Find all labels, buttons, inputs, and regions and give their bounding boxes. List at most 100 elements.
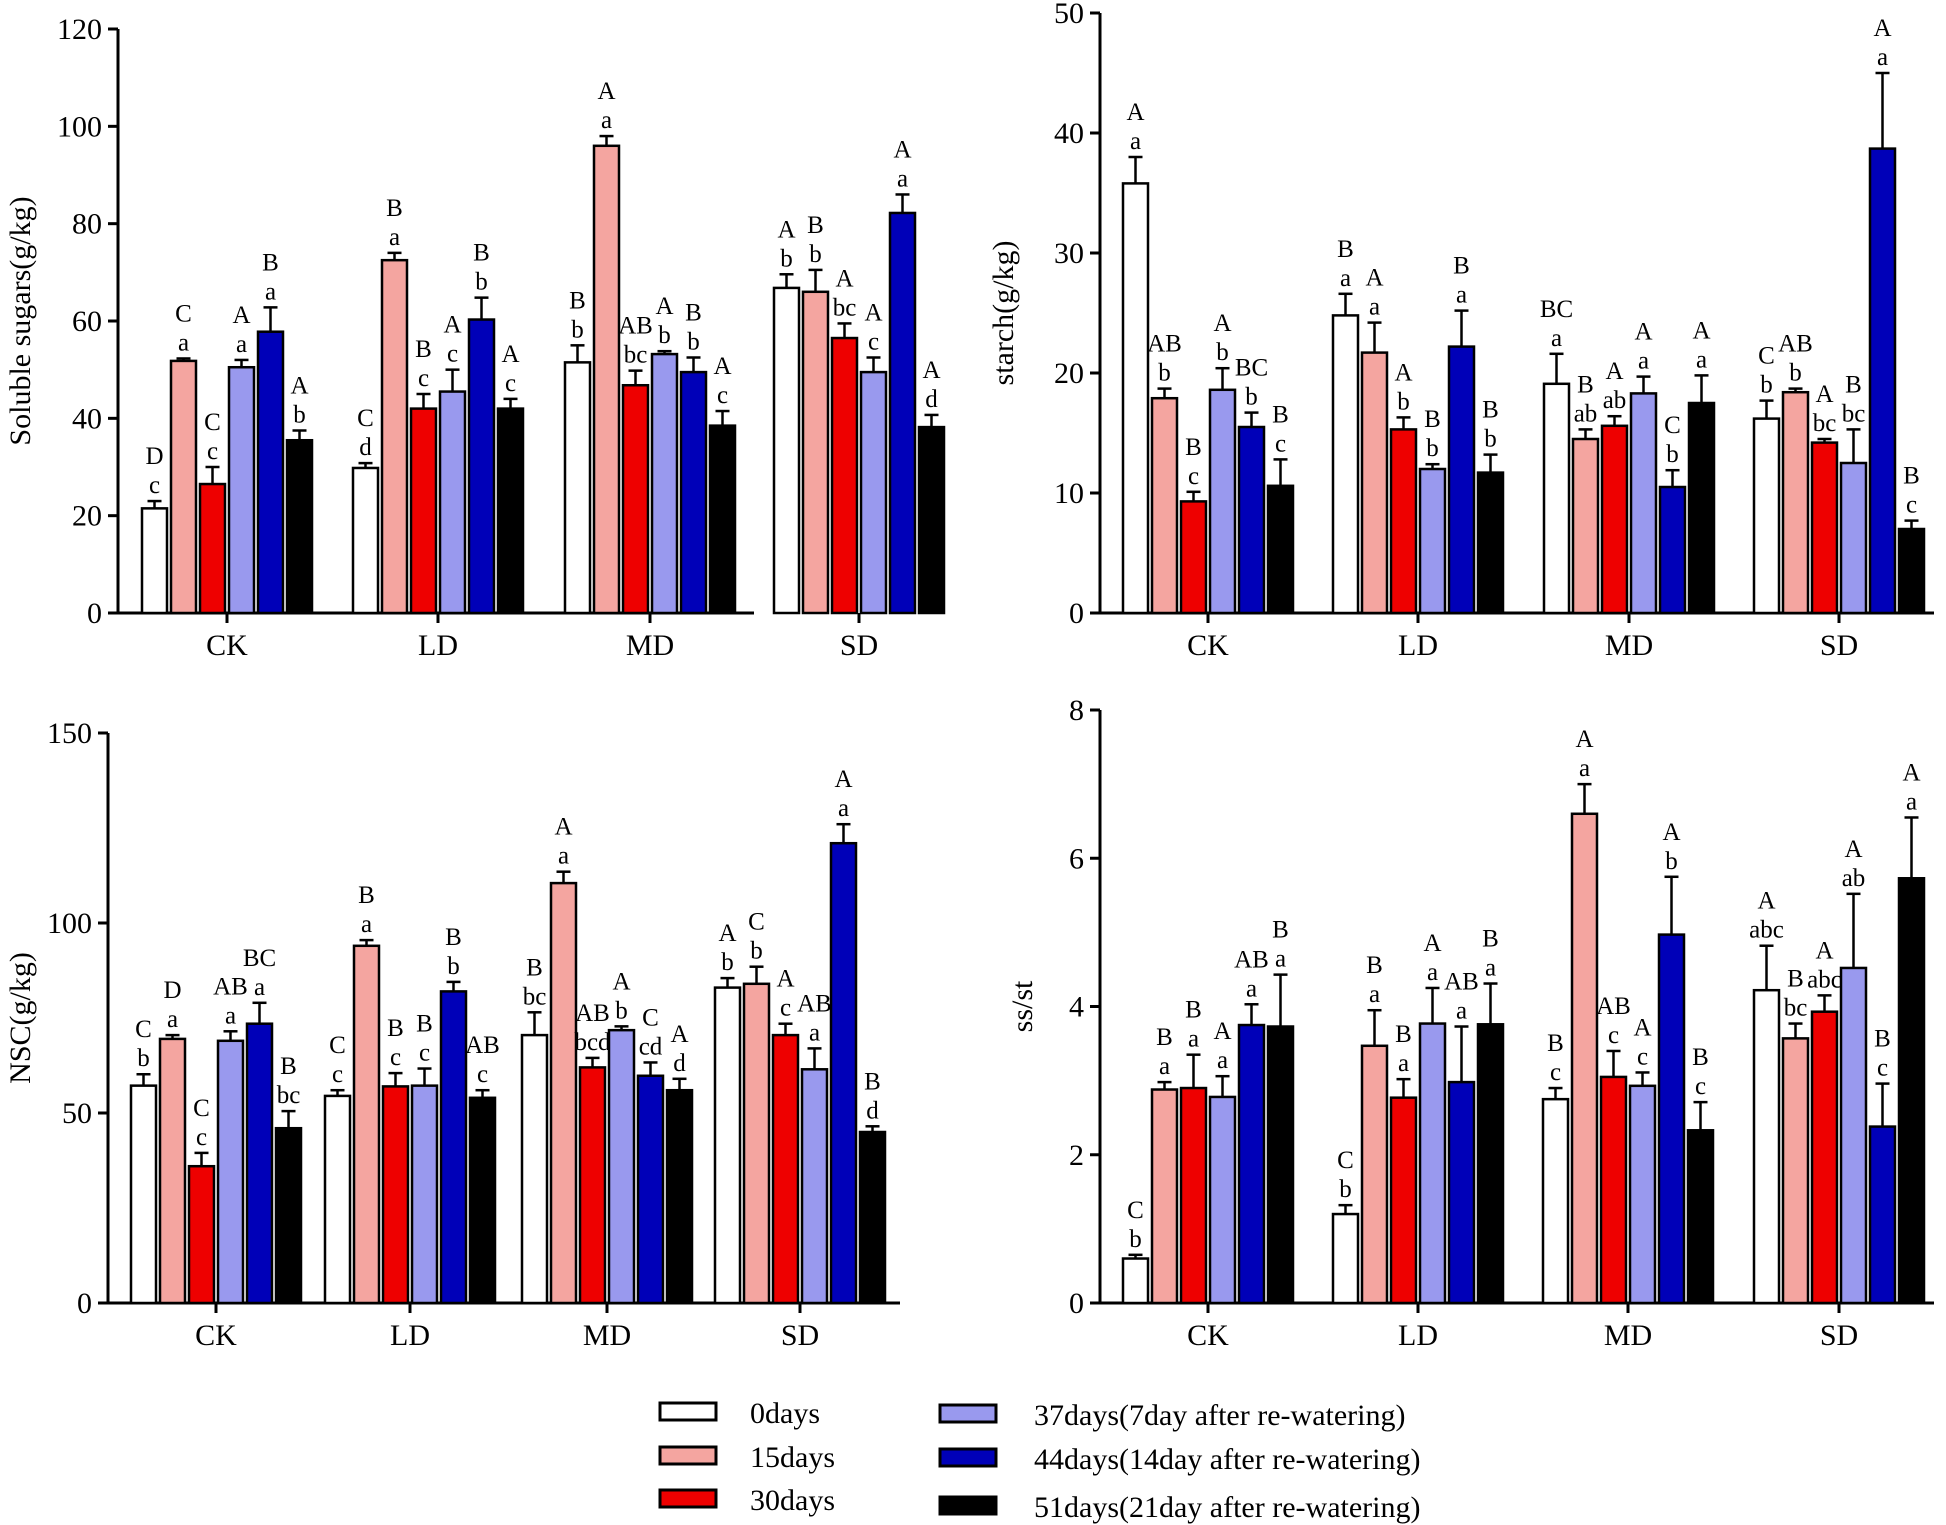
significance-lower: a [389,224,400,251]
significance-upper: B [1272,917,1289,944]
significance-upper: B [1577,371,1594,398]
significance-lower: bc [833,294,857,321]
bar [1208,388,1237,615]
bar [1628,1084,1657,1305]
significance-lower: a [361,911,372,938]
significance-lower: b [1339,1176,1352,1203]
category-label: SD [1820,1319,1858,1352]
significance-upper: A [1634,319,1652,346]
y-tick-label: 30 [1054,237,1084,270]
significance-upper: AB [1444,969,1479,996]
significance-lower: abc [1807,966,1842,993]
bar [1150,1088,1179,1305]
significance-upper: A [1213,1018,1231,1045]
significance-lower: b [658,322,671,349]
bar [650,352,679,615]
significance-lower: b [1129,1226,1142,1253]
significance-lower: cd [639,1033,663,1060]
legend-label-2: 30days [750,1484,835,1517]
legend-label-4: 44days(14day after re-watering) [1034,1443,1420,1476]
significance-lower: d [359,434,372,461]
significance-upper: B [569,287,586,314]
significance-lower: a [254,974,265,1001]
significance-upper: A [718,920,736,947]
bar [1331,1212,1360,1305]
bar [1897,877,1926,1305]
significance-lower: c [1637,1043,1648,1070]
bar [1810,1010,1839,1305]
bar [1658,485,1687,615]
significance-upper: B [416,1011,433,1038]
significance-lower: c [1608,1022,1619,1049]
y-tick-label: 80 [72,208,102,241]
bar [1897,527,1926,615]
legend-swatch-3 [938,1403,998,1424]
significance-lower: b [1789,360,1802,387]
bar [439,990,468,1305]
y-tick-label: 50 [1054,0,1084,30]
significance-upper: B [1482,397,1499,424]
bar [858,1130,887,1305]
bar [381,1085,410,1305]
significance-lower: a [265,278,276,305]
bar [1389,428,1418,615]
significance-upper: B [1156,1024,1173,1051]
significance-upper: AB [797,990,832,1017]
significance-upper: A [1394,359,1412,386]
bar [1657,933,1686,1305]
y-tick-label: 0 [1069,597,1084,630]
significance-lower: c [1906,492,1917,519]
chart-soluble-sugars: 0 20 40 60 80 100 120 Soluble sugars(g/kg) CK LD M… [4,13,946,662]
bar [1360,351,1389,615]
significance-lower: b [1245,384,1258,411]
significance-lower: a [1456,998,1467,1025]
significance-upper: B [1787,966,1804,993]
significance-lower: b [687,329,700,356]
y-tick-label: 10 [1054,477,1084,510]
significance-upper: A [1126,99,1144,126]
significance-lower: b [447,953,460,980]
significance-lower: a [1369,294,1380,321]
bar [169,359,198,615]
legend-swatch-2 [658,1488,718,1509]
bar [1447,1080,1476,1305]
category-label: SD [781,1319,819,1352]
significance-lower: c [780,995,791,1022]
significance-lower: a [1456,282,1467,309]
significance-lower: a [1188,1026,1199,1053]
significance-lower: a [1369,981,1380,1008]
significance-lower: bc [277,1082,301,1109]
y-tick-label: 40 [72,402,102,435]
significance-upper: A [1815,381,1833,408]
significance-upper: A [1815,937,1833,964]
category-label: CK [206,629,248,662]
bar [410,1084,439,1305]
bar [285,438,314,615]
significance-lower: a [1246,975,1257,1002]
significance-upper: A [612,968,630,995]
significance-upper: AB [465,1032,500,1059]
category-label: MD [626,629,674,662]
significance-upper: B [807,212,824,239]
y-tick-label: 0 [1069,1287,1084,1320]
significance-upper: A [922,357,940,384]
significance-lower: a [1877,44,1888,71]
significance-upper: B [387,1015,404,1042]
significance-lower: abc [1749,917,1784,944]
significance-upper: C [357,405,374,432]
significance-lower: b [1397,388,1410,415]
significance-upper: C [1758,343,1775,370]
significance-lower: b [750,938,763,965]
significance-upper: C [175,300,192,327]
significance-lower: b [780,245,793,272]
significance-upper: B [864,1068,881,1095]
bar [713,986,742,1305]
bar [830,336,859,615]
bar [216,1039,245,1305]
category-label: SD [1820,629,1858,662]
significance-lower: bc [523,983,547,1010]
significance-lower: c [1877,1055,1888,1082]
y-tick-label: 100 [47,907,92,940]
bar [1687,401,1716,615]
